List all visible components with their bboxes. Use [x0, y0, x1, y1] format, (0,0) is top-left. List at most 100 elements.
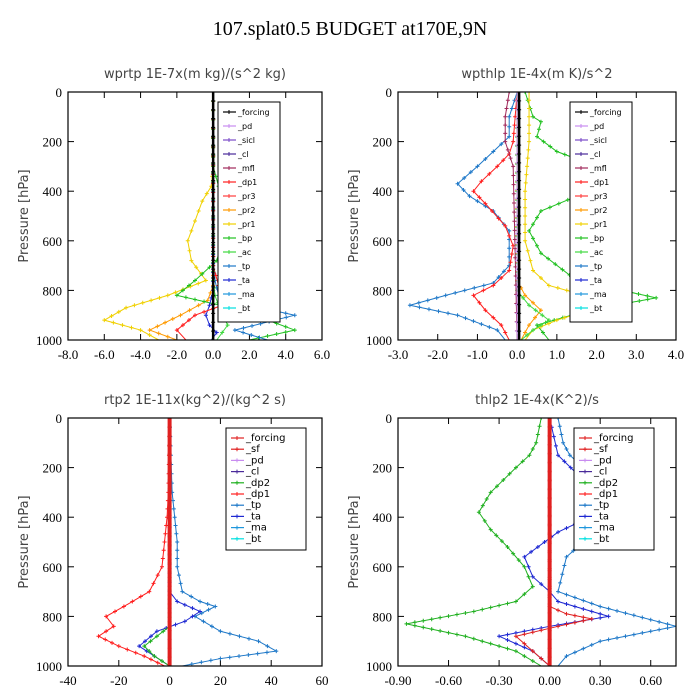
series-marker [523, 92, 528, 94]
series-marker [175, 548, 180, 553]
legend-box [569, 101, 633, 323]
legend-marker [583, 514, 587, 519]
series-marker [443, 293, 448, 298]
legend-marker [227, 194, 231, 198]
x-tick-label: 0.0 [509, 347, 525, 362]
series-marker [102, 318, 107, 323]
legend-marker [579, 124, 583, 128]
series-marker [527, 123, 532, 128]
x-tick-label: 60 [316, 673, 329, 688]
series-marker [138, 328, 143, 333]
legend-marker [583, 492, 587, 496]
series-marker [509, 252, 514, 257]
legend-entry: _ma [593, 523, 615, 534]
series-marker [211, 249, 216, 254]
series-marker [555, 285, 560, 290]
series-marker [133, 650, 138, 655]
y-tick-label: 0 [56, 411, 63, 426]
legend: _forcing_sf_pd_cl_dp2_dp1_tp_ta_ma_bt [573, 427, 655, 551]
y-tick-label: 0 [386, 411, 393, 426]
series-group [407, 92, 659, 340]
legend-marker [235, 480, 239, 485]
series-marker [531, 300, 536, 305]
series-marker [211, 178, 216, 183]
legend-marker [579, 208, 583, 212]
legend-entry: _dp1 [593, 489, 618, 500]
series-marker [517, 276, 522, 280]
series-marker [481, 288, 486, 293]
x-tick-label: -3.0 [388, 347, 409, 362]
series-marker [172, 515, 177, 520]
series-marker [517, 249, 522, 254]
x-tick-label: 40 [265, 673, 278, 688]
series-marker [211, 143, 216, 148]
x-tick-label: -0.30 [486, 673, 513, 688]
y-tick-label: 200 [43, 461, 63, 476]
series-marker [529, 549, 534, 554]
legend-entry: _bt [593, 534, 609, 545]
series-marker [547, 504, 552, 509]
series-marker [283, 330, 288, 335]
y-axis-label: Pressure [hPa] [347, 495, 362, 588]
legend-marker [579, 180, 583, 184]
series-marker [517, 302, 522, 307]
series-marker [491, 315, 496, 320]
series-marker [412, 623, 417, 628]
series-marker [265, 334, 270, 339]
series-marker [203, 313, 208, 318]
series-marker [547, 495, 552, 500]
series-marker [637, 298, 642, 303]
series-marker [208, 290, 213, 295]
series-marker [429, 617, 434, 622]
series-marker [564, 654, 569, 659]
series-marker [161, 548, 166, 553]
series-marker [556, 608, 561, 613]
x-tick-label: 2.0 [241, 347, 257, 362]
series-marker [548, 144, 553, 149]
series-marker [524, 172, 529, 177]
series-marker [523, 230, 528, 235]
legend-entry: _ta [593, 511, 609, 522]
series-marker [155, 573, 160, 578]
series-marker [180, 323, 185, 328]
series-marker [546, 256, 551, 261]
series-marker [525, 333, 530, 338]
legend-marker [227, 278, 231, 282]
legend-entry: _tp [589, 262, 602, 271]
legend-marker [235, 536, 239, 541]
series-marker [523, 293, 528, 298]
series-marker [501, 478, 506, 482]
y-tick-label: 200 [373, 461, 393, 476]
series-marker [159, 659, 164, 664]
series-marker [535, 432, 540, 437]
series-marker [175, 564, 180, 569]
series-marker [167, 540, 172, 544]
series-marker [274, 649, 279, 654]
series-marker [167, 478, 172, 482]
series-marker [249, 333, 254, 338]
series-marker [148, 657, 153, 662]
x-tick-label: 3.0 [628, 347, 644, 362]
series-marker [463, 610, 468, 615]
series-marker [109, 314, 114, 319]
legend-entry: _dp1 [245, 489, 270, 500]
series-marker [562, 459, 567, 464]
series-marker [547, 205, 552, 210]
legend-marker [227, 180, 231, 184]
legend-entry: _ma [237, 290, 255, 299]
series-marker [468, 170, 473, 175]
series-marker [517, 98, 522, 103]
series-marker [196, 303, 201, 308]
x-tick-label: 0.60 [639, 673, 662, 688]
series-marker [220, 330, 225, 335]
series-marker [211, 134, 216, 139]
series-marker [167, 513, 172, 518]
series-marker [178, 581, 183, 586]
series-marker [111, 320, 116, 325]
series-marker [568, 465, 573, 470]
legend-marker [235, 492, 239, 496]
series-marker [538, 119, 543, 124]
series-marker [537, 424, 542, 429]
y-tick-label: 400 [43, 184, 63, 199]
series-marker [547, 433, 552, 438]
